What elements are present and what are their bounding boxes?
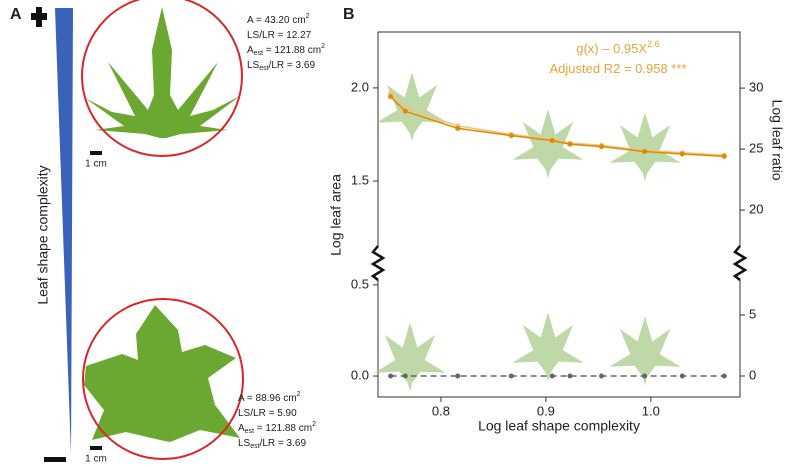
plot-frame xyxy=(377,31,741,398)
scale-label: 1 cm xyxy=(85,159,107,170)
leaf-image xyxy=(84,305,240,442)
y2-tick-label: 20 xyxy=(749,202,763,217)
y2-tick-label: 25 xyxy=(749,141,763,156)
y2-tick-label: 5 xyxy=(749,306,756,321)
annotation-line: LSest/LR = 3.69 xyxy=(247,60,315,73)
leaf-silhouettes xyxy=(374,72,681,392)
annotation-line: LSest/LR = 3.69 xyxy=(238,438,306,451)
series-line xyxy=(390,96,725,158)
text-segment: 2 xyxy=(297,391,301,398)
x-tick-label: 0.9 xyxy=(537,403,555,418)
axis-breaks xyxy=(368,245,750,281)
data-point xyxy=(567,373,573,379)
minus-icon xyxy=(44,457,66,462)
data-point xyxy=(508,373,514,379)
data-point xyxy=(549,373,555,379)
text-segment: A = 43.20 cm xyxy=(247,15,306,26)
y2-tick-label: 30 xyxy=(749,80,763,95)
data-point xyxy=(549,138,555,144)
text-segment: /LR = 3.69 xyxy=(260,438,307,449)
scale-label: 1 cm xyxy=(85,454,107,465)
axis-label: Leaf shape complexity xyxy=(35,165,51,304)
text-segment: LS xyxy=(247,60,260,71)
data-point xyxy=(455,373,461,379)
annotation-line: A = 43.20 cm2 xyxy=(247,13,310,25)
data-point xyxy=(402,108,408,114)
text-segment: A xyxy=(238,423,245,434)
annotation-line: Aest = 121.88 cm2 xyxy=(247,43,325,57)
x-tick-label: 0.8 xyxy=(432,403,450,418)
text-segment: A = 88.96 cm xyxy=(238,393,297,404)
leaf-image xyxy=(85,7,240,138)
scale-bar xyxy=(90,151,102,155)
data-point xyxy=(721,373,727,379)
y-tick-label: 2.0 xyxy=(351,79,369,94)
complexity-wedge xyxy=(55,8,73,455)
text-segment: LS xyxy=(238,438,251,449)
bounding-circle xyxy=(81,0,243,157)
y2-tick-label: 0 xyxy=(749,367,756,382)
text-segment: Adjusted R2 = 0.958 *** xyxy=(550,61,687,76)
text-segment: 2.6 xyxy=(647,39,660,49)
panel-label: A xyxy=(10,6,22,23)
text-segment: 2 xyxy=(306,13,310,20)
annotation-line: A = 88.96 cm2 xyxy=(238,391,301,403)
data-point xyxy=(642,149,648,155)
text-segment: LS/LR = 5.90 xyxy=(238,408,297,419)
y-tick-label: 0.5 xyxy=(351,276,369,291)
annotation-line: g(x) – 0.95X2.6 xyxy=(576,39,659,56)
data-point xyxy=(598,373,604,379)
text-segment: g(x) – 0.95X xyxy=(576,41,647,56)
data-point xyxy=(455,125,461,131)
data-point xyxy=(402,373,408,379)
data-point xyxy=(388,90,394,96)
plus-icon xyxy=(31,7,47,27)
annotation-line: Aest = 121.88 cm2 xyxy=(238,421,316,435)
data-point xyxy=(598,144,604,150)
text-segment: est xyxy=(254,50,263,57)
x-axis-title: Log leaf shape complexity xyxy=(478,418,640,434)
text-segment: = 121.88 cm xyxy=(254,423,312,434)
data-point xyxy=(508,133,514,139)
data-point xyxy=(402,105,408,111)
text-segment: est xyxy=(245,428,254,435)
data-point xyxy=(388,373,394,379)
series-line xyxy=(390,92,725,156)
data-point xyxy=(721,153,727,159)
x-tick-label: 1.0 xyxy=(642,403,660,418)
data-point xyxy=(567,141,573,147)
text-segment: est xyxy=(250,443,259,450)
data-point xyxy=(679,373,685,379)
text-segment: /LR = 3.69 xyxy=(269,60,316,71)
bounding-circle xyxy=(82,298,244,460)
text-segment: 2 xyxy=(321,43,325,50)
text-segment: = 121.88 cm xyxy=(263,45,321,56)
text-segment: A xyxy=(247,45,254,56)
panel-label: B xyxy=(343,6,355,23)
data-point xyxy=(679,151,685,157)
annotation-line: Adjusted R2 = 0.958 *** xyxy=(550,61,687,76)
data-point xyxy=(388,94,394,100)
text-segment: est xyxy=(259,65,268,72)
annotation-line: LS/LR = 12.27 xyxy=(247,30,312,41)
scale-bar xyxy=(90,446,102,450)
text-segment: LS/LR = 12.27 xyxy=(247,30,312,41)
y-tick-label: 1.5 xyxy=(351,172,369,187)
annotation-line: LS/LR = 5.90 xyxy=(238,408,297,419)
data-point xyxy=(642,373,648,379)
y2-axis-title: Log leaf ratio xyxy=(769,100,785,181)
y-tick-label: 0.0 xyxy=(351,367,369,382)
y-axis-title: Log leaf area xyxy=(328,174,344,256)
text-segment: 2 xyxy=(312,421,316,428)
